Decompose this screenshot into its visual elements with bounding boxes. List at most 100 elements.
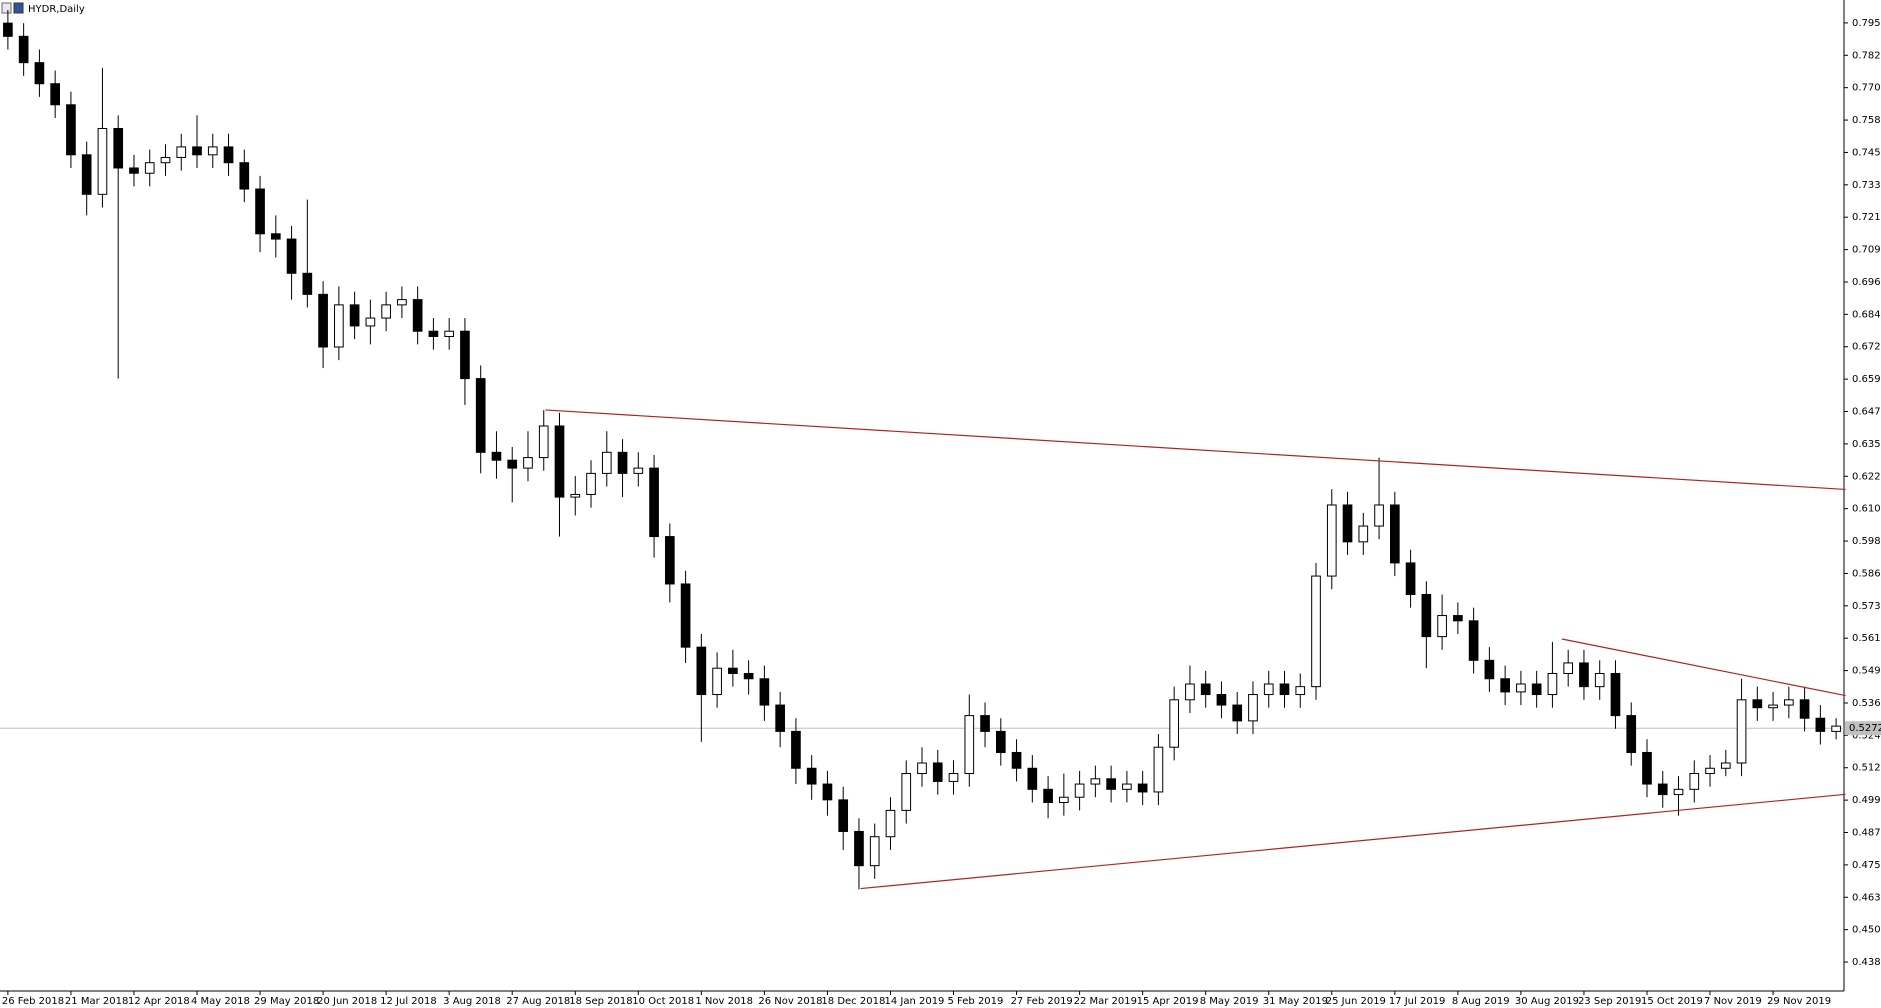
trendline — [1561, 638, 1846, 697]
candle-body — [523, 457, 533, 469]
candle-body — [318, 293, 328, 348]
candle-body — [1657, 783, 1668, 796]
x-tick-label: 23 Sep 2019 — [1578, 996, 1641, 1007]
trendline — [860, 793, 1846, 890]
candle-body — [1185, 683, 1195, 701]
candle-body — [1594, 672, 1605, 688]
x-tick-label: 12 Jul 2018 — [380, 996, 437, 1007]
candle-body — [1752, 699, 1763, 709]
candle-body — [1027, 767, 1038, 790]
candle-body — [1468, 620, 1479, 661]
candle-body — [144, 162, 155, 174]
candle-body — [1232, 704, 1243, 722]
candle-body — [1453, 615, 1463, 622]
candle-body — [1248, 694, 1258, 722]
candle-body — [1106, 778, 1116, 790]
x-tick-label: 7 Nov 2019 — [1704, 996, 1762, 1007]
candle-body — [1626, 715, 1637, 753]
candle-body — [270, 233, 281, 240]
candle-body — [617, 451, 628, 474]
candle-body — [759, 678, 770, 706]
candle-body — [50, 83, 60, 106]
candle-body — [239, 162, 250, 190]
candle-body — [1200, 683, 1211, 696]
candle-body — [1311, 575, 1321, 688]
candle-body — [192, 146, 202, 156]
candle-body — [601, 451, 612, 474]
x-tick-label: 21 Mar 2018 — [65, 996, 128, 1007]
x-tick-label: 31 May 2019 — [1263, 996, 1328, 1007]
candle-body — [1389, 504, 1400, 564]
candle-body — [838, 799, 849, 832]
candle-body — [223, 146, 234, 164]
candle-body — [1799, 699, 1810, 719]
candle-body — [586, 472, 596, 495]
candle-body — [1122, 783, 1132, 790]
y-tick-label: 0.7459 — [1852, 147, 1881, 158]
candle-body — [1484, 659, 1495, 680]
candle-body — [1736, 699, 1747, 764]
x-tick-label: 12 Apr 2018 — [128, 996, 190, 1007]
y-tick-label: 0.6721 — [1852, 342, 1881, 353]
candle-body — [207, 146, 218, 156]
x-tick-label: 26 Nov 2018 — [758, 996, 822, 1007]
candle-body — [1437, 615, 1447, 638]
candle-body — [365, 317, 376, 327]
candle-body — [649, 467, 659, 538]
candle-body — [412, 299, 423, 332]
candle-body — [160, 156, 171, 164]
x-tick-label: 5 Feb 2019 — [948, 996, 1004, 1007]
candle-body — [743, 672, 754, 680]
x-tick-label: 15 Apr 2019 — [1137, 996, 1199, 1007]
y-tick-label: 0.5122 — [1852, 763, 1881, 774]
x-tick-label: 1 Nov 2018 — [695, 996, 753, 1007]
candle-body — [129, 167, 139, 174]
candle-body — [460, 330, 470, 380]
x-tick-label: 8 May 2019 — [1200, 996, 1259, 1007]
y-tick-label: 0.6352 — [1852, 439, 1881, 450]
candle-body — [1342, 504, 1353, 543]
candle-body — [1610, 672, 1621, 717]
candle-body — [791, 730, 801, 769]
candle-body — [1153, 746, 1164, 793]
candle-body — [1768, 704, 1778, 709]
candle-body — [3, 22, 13, 37]
y-tick-label: 0.4999 — [1852, 795, 1881, 806]
last-price-label: 0.5272 — [1849, 723, 1881, 734]
y-tick-label: 0.7951 — [1852, 18, 1881, 29]
candle-body — [822, 783, 833, 801]
chart-title: HYDR,Daily — [28, 4, 85, 15]
x-tick-label: 20 Jun 2018 — [317, 996, 377, 1007]
y-tick-label: 0.5368 — [1852, 698, 1881, 709]
trendline — [545, 409, 1846, 491]
candle-body — [1547, 672, 1558, 696]
x-tick-label: 3 Aug 2018 — [443, 996, 501, 1007]
candle-body — [932, 762, 943, 782]
candle-body — [428, 330, 439, 337]
candle-body — [1705, 767, 1715, 775]
candle-body — [1074, 783, 1085, 798]
candle-body — [1720, 762, 1731, 769]
x-tick-label: 15 Oct 2019 — [1641, 996, 1703, 1007]
candle-body — [1831, 725, 1841, 732]
candle-body — [570, 493, 581, 498]
y-tick-label: 0.7213 — [1852, 212, 1881, 223]
y-tick-label: 0.4384 — [1852, 957, 1881, 968]
x-tick-label: 8 Aug 2019 — [1452, 996, 1510, 1007]
candle-body — [1579, 662, 1589, 688]
candle-body — [1784, 699, 1794, 706]
y-tick-label: 0.4753 — [1852, 860, 1881, 871]
x-tick-label: 29 Nov 2019 — [1767, 996, 1831, 1007]
candle-body — [34, 62, 45, 85]
y-tick-label: 0.6106 — [1852, 504, 1881, 515]
candle-body — [286, 238, 297, 274]
candle-body — [712, 667, 722, 696]
x-tick-label: 4 May 2018 — [191, 996, 250, 1007]
candle-body — [18, 35, 29, 64]
candle-body — [869, 836, 880, 867]
candle-body — [302, 272, 313, 295]
